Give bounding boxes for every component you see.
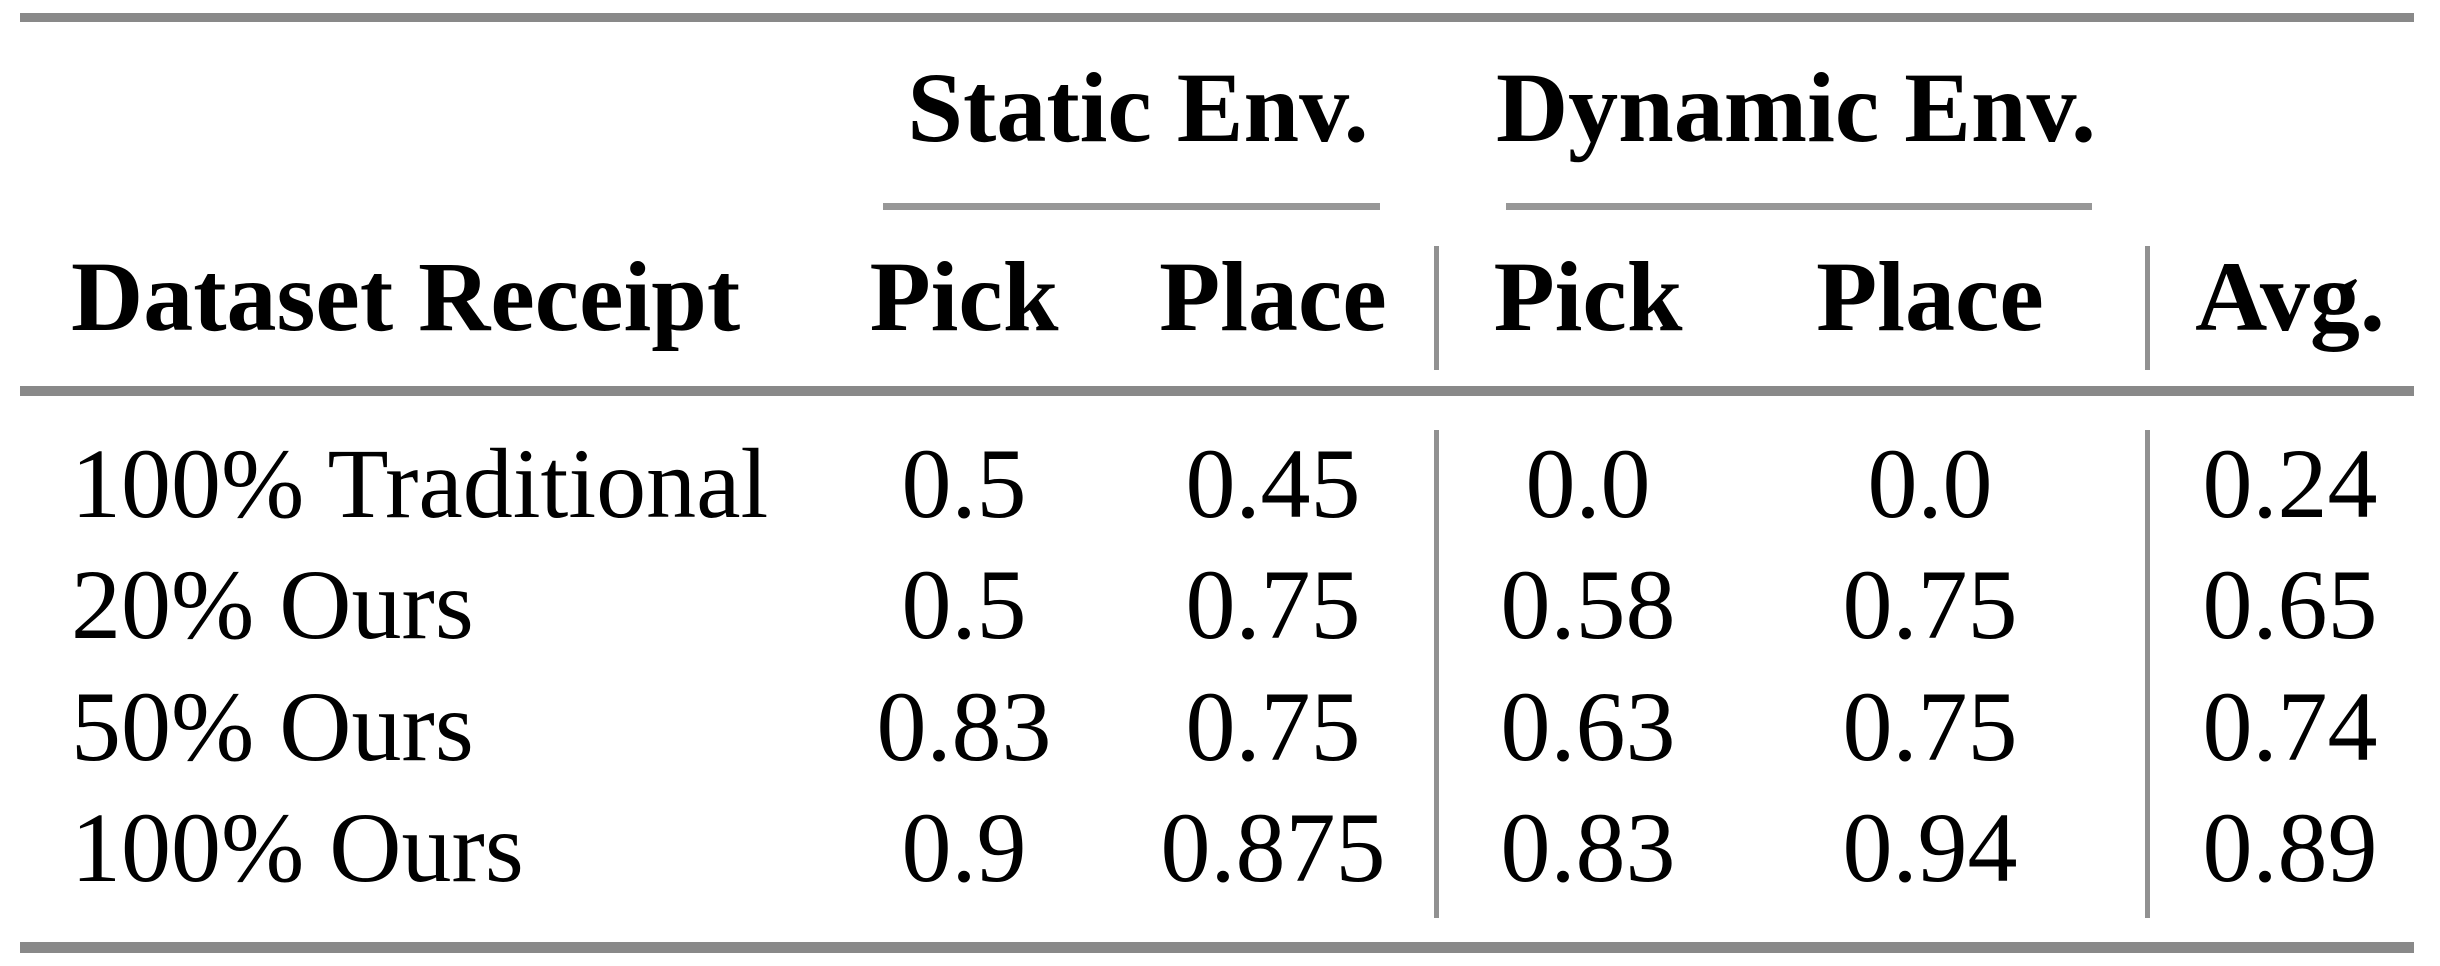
vertical-separator-body-2 — [2145, 430, 2150, 918]
column-header-dynamic-place: Place — [1816, 241, 2044, 352]
cell-static-pick: 0.5 — [901, 549, 1027, 660]
cell-static-place: 0.875 — [1160, 792, 1386, 903]
cell-dynamic-place: 0.94 — [1842, 792, 2018, 903]
cell-static-place: 0.45 — [1185, 428, 1361, 539]
cell-dynamic-place: 0.75 — [1842, 671, 2018, 782]
cell-avg: 0.24 — [2202, 428, 2378, 539]
cell-dynamic-pick: 0.58 — [1500, 549, 1676, 660]
row-label: 100% Ours — [71, 792, 524, 903]
cell-static-place: 0.75 — [1185, 549, 1361, 660]
cell-avg: 0.74 — [2202, 671, 2378, 782]
column-header-static-place: Place — [1159, 241, 1387, 352]
vertical-separator-body-1 — [1434, 430, 1439, 918]
cell-dynamic-place: 0.75 — [1842, 549, 2018, 660]
row-label: 20% Ours — [71, 549, 474, 660]
column-header-dataset-receipt: Dataset Receipt — [71, 241, 741, 352]
cell-dynamic-pick: 0.83 — [1500, 792, 1676, 903]
cell-dynamic-place: 0.0 — [1867, 428, 1993, 539]
static-env-underline — [883, 203, 1380, 210]
row-label: 50% Ours — [71, 671, 474, 782]
cell-dynamic-pick: 0.63 — [1500, 671, 1676, 782]
column-header-avg: Avg. — [2195, 241, 2385, 352]
vertical-separator-header-1 — [1434, 246, 1439, 370]
group-header-static-env: Static Env. — [907, 52, 1369, 163]
column-header-dynamic-pick: Pick — [1493, 241, 1683, 352]
cell-static-pick: 0.83 — [876, 671, 1052, 782]
cell-static-pick: 0.5 — [901, 428, 1027, 539]
vertical-separator-header-2 — [2145, 246, 2150, 370]
cell-dynamic-pick: 0.0 — [1525, 428, 1651, 539]
dynamic-env-underline — [1506, 203, 2092, 210]
group-header-dynamic-env: Dynamic Env. — [1495, 52, 2097, 163]
cell-static-pick: 0.9 — [901, 792, 1027, 903]
row-label: 100% Traditional — [71, 428, 769, 539]
cell-static-place: 0.75 — [1185, 671, 1361, 782]
column-header-static-pick: Pick — [869, 241, 1059, 352]
table-top-rule — [20, 13, 2414, 22]
cell-avg: 0.65 — [2202, 549, 2378, 660]
table-mid-rule — [20, 386, 2414, 396]
table-bottom-rule — [20, 942, 2414, 953]
cell-avg: 0.89 — [2202, 792, 2378, 903]
